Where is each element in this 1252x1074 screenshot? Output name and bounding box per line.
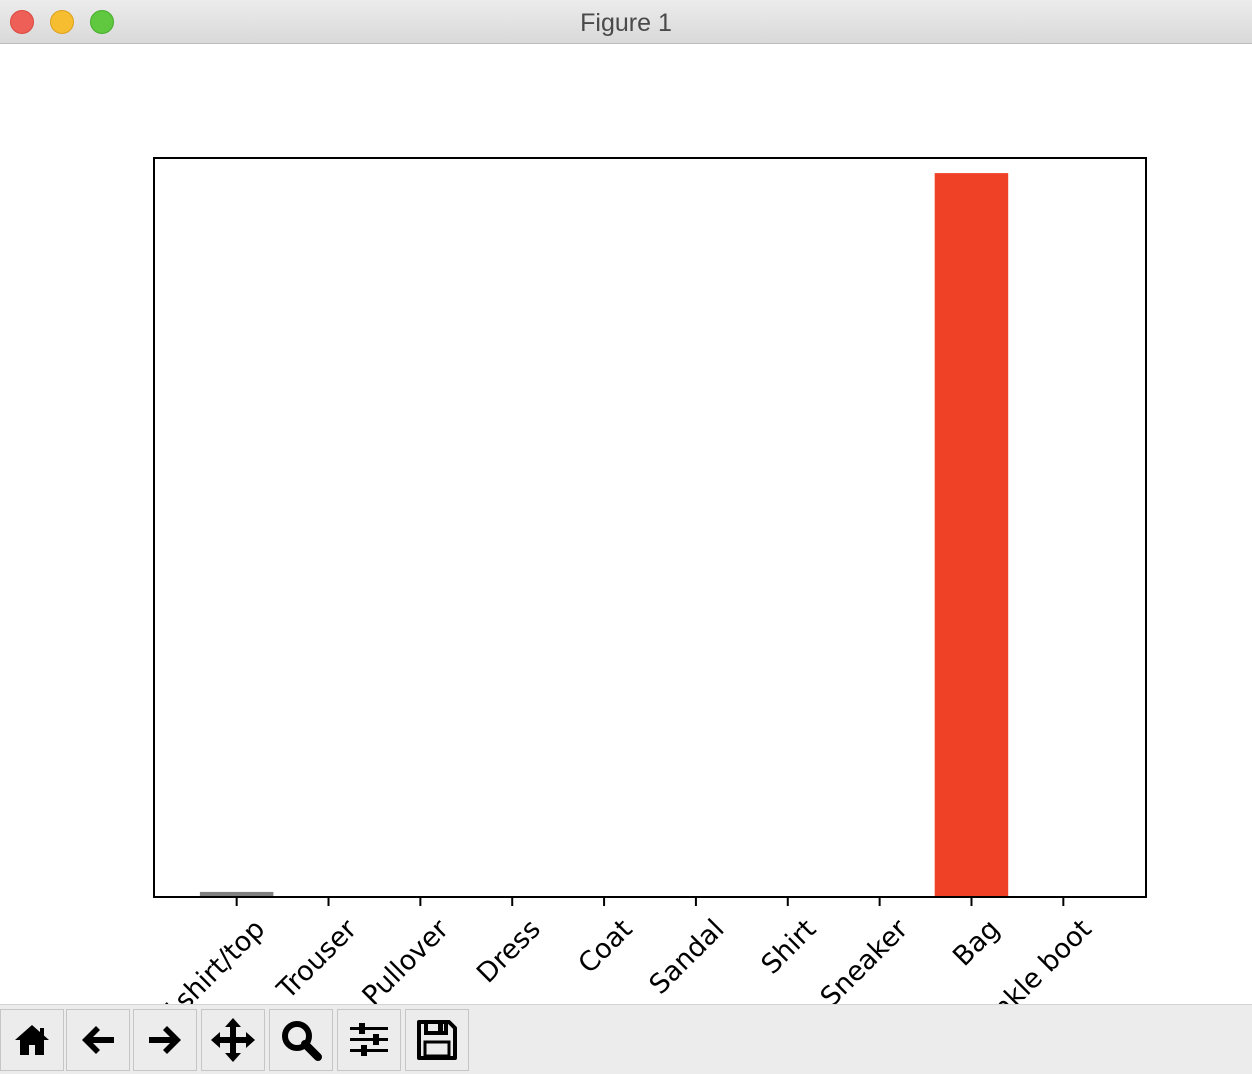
back-button[interactable]: [66, 1009, 130, 1071]
x-tick-label: Dress: [471, 914, 547, 990]
x-tick-label: Trouser: [271, 913, 364, 1004]
x-tick-label: Coat: [572, 914, 638, 980]
pan-button[interactable]: [201, 1009, 265, 1071]
navigation-toolbar: [0, 1004, 1252, 1074]
sliders-icon: [350, 1023, 388, 1056]
arrow-right-icon: [149, 1026, 181, 1054]
maximize-window-button[interactable]: [90, 10, 114, 34]
x-tick-label: Sneaker: [815, 913, 915, 1004]
configure-subplots-button[interactable]: [337, 1009, 401, 1071]
plot-area[interactable]: T-shirt/top Trouser Pullover Dress Coat Sanda…: [0, 44, 1252, 1004]
zoom-button[interactable]: [269, 1009, 333, 1071]
x-tick-label: T-shirt/top: [151, 914, 271, 1004]
x-tick-label: Sandal: [643, 914, 730, 1001]
floppy-disk-icon: [417, 1020, 457, 1060]
move-icon: [211, 1018, 255, 1062]
bar-t-shirt-top: [199, 891, 274, 897]
bars-group: [199, 173, 1009, 898]
arrow-left-icon: [82, 1026, 114, 1054]
axes-frame: [153, 157, 1147, 898]
title-bar: Figure 1: [0, 0, 1252, 44]
x-tick-label: Shirt: [756, 914, 823, 981]
x-tick-label: Bag: [947, 914, 1006, 973]
window-title: Figure 1: [580, 9, 672, 37]
bar-bag: [934, 173, 1009, 898]
minimize-window-button[interactable]: [50, 10, 74, 34]
home-icon: [15, 1025, 49, 1055]
forward-button[interactable]: [133, 1009, 197, 1071]
x-ticks-group: [235, 897, 1065, 906]
close-window-button[interactable]: [10, 10, 34, 34]
home-button[interactable]: [0, 1009, 64, 1071]
x-tick-label: Pullover: [357, 913, 456, 1004]
save-button[interactable]: [405, 1009, 469, 1071]
magnifier-icon: [282, 1021, 322, 1061]
